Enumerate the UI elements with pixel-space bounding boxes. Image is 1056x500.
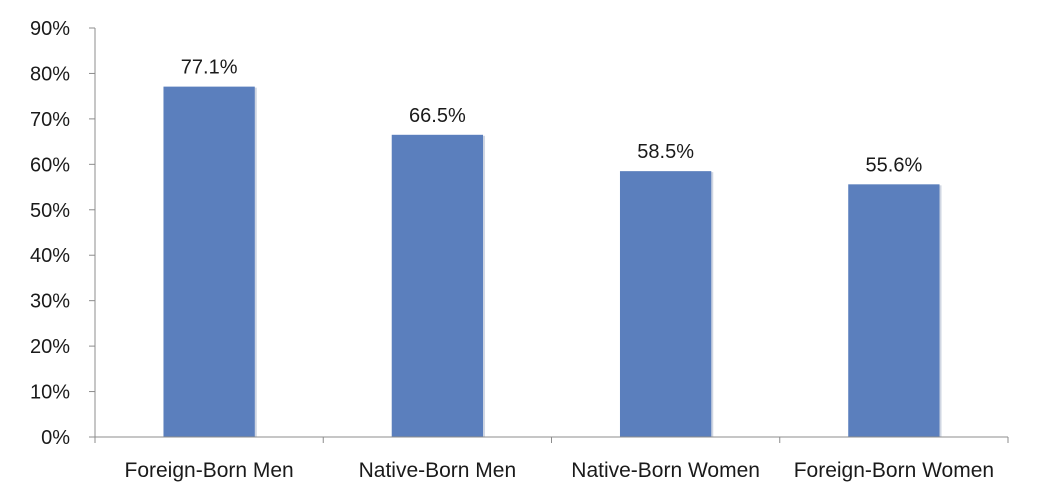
y-tick-label-30: 30% — [30, 291, 70, 313]
category-label-native-born-men: Native-Born Men — [359, 459, 517, 482]
bars — [163, 86, 942, 438]
data-labels: 77.1% 66.5% 58.5% 55.6% — [181, 57, 923, 177]
bar-native-born-men — [391, 134, 484, 438]
y-tick-label-70: 70% — [30, 109, 70, 131]
y-tick-label-0: 0% — [41, 427, 70, 449]
x-axis-ticks — [94, 437, 1009, 443]
data-label-foreign-born-women: 55.6% — [866, 154, 923, 176]
data-label-native-born-women: 58.5% — [637, 141, 694, 163]
bar-foreign-born-men — [163, 86, 255, 437]
data-label-native-born-men: 66.5% — [409, 105, 466, 127]
x-axis-category-labels: Foreign-Born Men Native-Born Men Native-Bo… — [125, 459, 995, 482]
y-tick-label-60: 60% — [30, 154, 70, 176]
y-tick-label-40: 40% — [30, 245, 70, 267]
bar-native-born-women — [619, 171, 712, 437]
y-axis-ticks — [89, 27, 95, 438]
category-label-foreign-born-women: Foreign-Born Women — [794, 459, 994, 482]
y-axis-tick-labels: 0% 10% 20% 30% 40% 50% 60% 70% 80% 90% — [30, 18, 70, 449]
data-label-foreign-born-men: 77.1% — [181, 57, 238, 79]
y-tick-label-10: 10% — [30, 382, 70, 404]
y-tick-label-50: 50% — [30, 200, 70, 222]
bar-foreign-born-women — [848, 184, 940, 437]
y-tick-label-80: 80% — [30, 63, 70, 85]
y-tick-label-90: 90% — [30, 18, 70, 40]
category-label-foreign-born-men: Foreign-Born Men — [125, 459, 294, 482]
category-label-native-born-women: Native-Born Women — [571, 459, 760, 482]
y-tick-label-20: 20% — [30, 336, 70, 358]
